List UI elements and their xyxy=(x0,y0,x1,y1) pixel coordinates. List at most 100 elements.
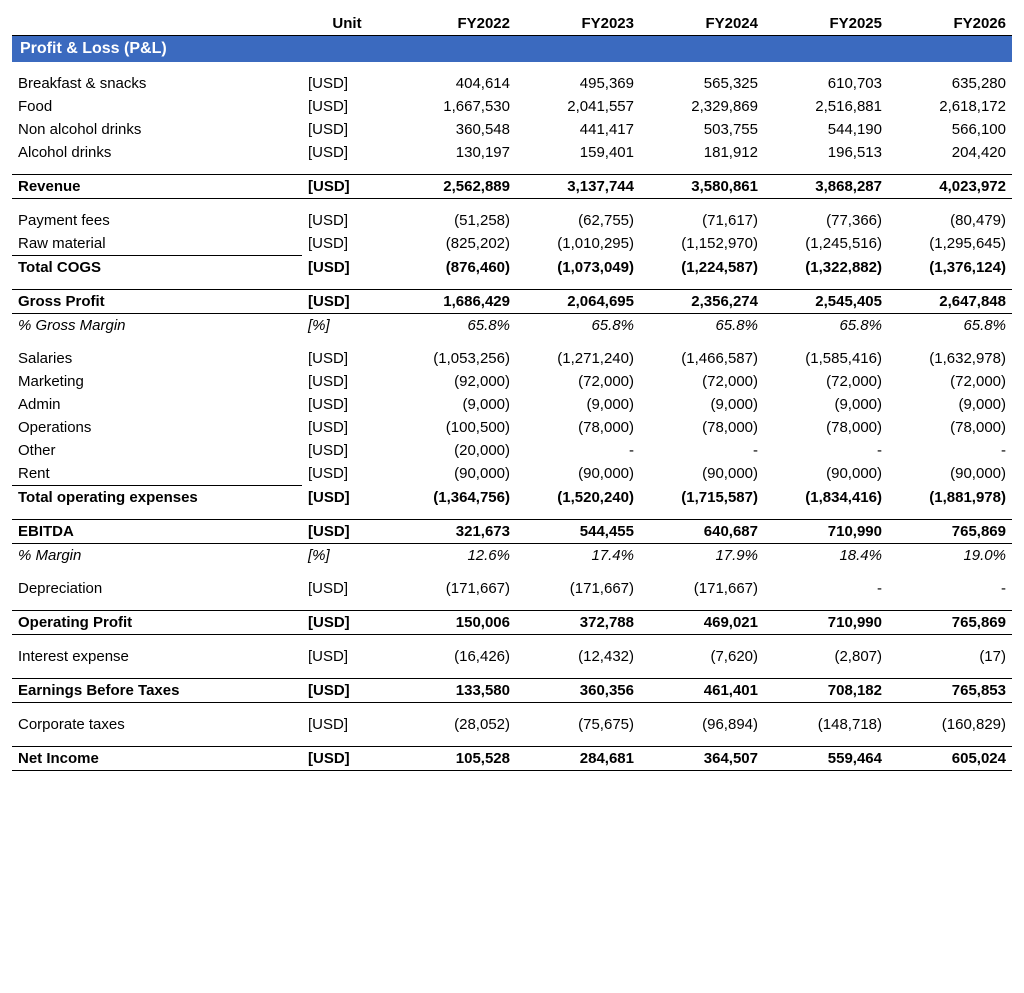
table-row: Depreciation[USD](171,667)(171,667)(171,… xyxy=(12,577,1012,600)
row-value: 544,190 xyxy=(764,118,888,141)
row-value: 284,681 xyxy=(516,747,640,771)
row-value: (78,000) xyxy=(516,416,640,439)
table-row: Salaries[USD](1,053,256)(1,271,240)(1,46… xyxy=(12,347,1012,370)
table-row: Corporate taxes[USD](28,052)(75,675)(96,… xyxy=(12,713,1012,736)
row-value: 2,618,172 xyxy=(888,95,1012,118)
pl-table: . Unit FY2022 FY2023 FY2024 FY2025 FY202… xyxy=(12,12,1012,771)
row-value: (80,479) xyxy=(888,209,1012,232)
row-unit: [USD] xyxy=(302,232,392,256)
row-value: (2,807) xyxy=(764,645,888,668)
row-value: 765,869 xyxy=(888,520,1012,544)
table-row: Marketing[USD](92,000)(72,000)(72,000)(7… xyxy=(12,370,1012,393)
row-value: 130,197 xyxy=(392,141,516,164)
table-row: Net Income[USD]105,528284,681364,507559,… xyxy=(12,747,1012,771)
row-value: (1,245,516) xyxy=(764,232,888,256)
row-value: 2,356,274 xyxy=(640,290,764,314)
col-header-year: FY2025 xyxy=(764,12,888,36)
row-unit: [USD] xyxy=(302,713,392,736)
row-value: (72,000) xyxy=(640,370,764,393)
row-value: - xyxy=(764,439,888,462)
row-unit: [%] xyxy=(302,314,392,338)
spacer-row xyxy=(12,600,1012,611)
row-label: % Margin xyxy=(12,544,302,568)
row-unit: [USD] xyxy=(302,747,392,771)
row-label: EBITDA xyxy=(12,520,302,544)
row-value: 2,545,405 xyxy=(764,290,888,314)
row-value: 1,667,530 xyxy=(392,95,516,118)
row-value: 360,356 xyxy=(516,679,640,703)
row-value: 2,647,848 xyxy=(888,290,1012,314)
row-value: (171,667) xyxy=(392,577,516,600)
row-value: (90,000) xyxy=(640,462,764,486)
row-value: 708,182 xyxy=(764,679,888,703)
row-label: Revenue xyxy=(12,175,302,199)
row-value: (1,466,587) xyxy=(640,347,764,370)
table-row: % Margin[%]12.6%17.4%17.9%18.4%19.0% xyxy=(12,544,1012,568)
row-unit: [USD] xyxy=(302,72,392,95)
row-value: (1,376,124) xyxy=(888,256,1012,280)
table-row: Admin[USD](9,000)(9,000)(9,000)(9,000)(9… xyxy=(12,393,1012,416)
table-row: Other[USD](20,000)---- xyxy=(12,439,1012,462)
row-value: 544,455 xyxy=(516,520,640,544)
row-unit: [USD] xyxy=(302,486,392,510)
row-value: (71,617) xyxy=(640,209,764,232)
col-header-year: FY2023 xyxy=(516,12,640,36)
row-value: (1,224,587) xyxy=(640,256,764,280)
row-value: (1,364,756) xyxy=(392,486,516,510)
row-label: Operations xyxy=(12,416,302,439)
spacer-row xyxy=(12,164,1012,175)
col-header-year: FY2024 xyxy=(640,12,764,36)
spacer-row xyxy=(12,62,1012,72)
row-value: (17) xyxy=(888,645,1012,668)
row-value: 404,614 xyxy=(392,72,516,95)
row-value: 2,516,881 xyxy=(764,95,888,118)
row-value: (148,718) xyxy=(764,713,888,736)
row-value: (1,715,587) xyxy=(640,486,764,510)
row-value: 65.8% xyxy=(640,314,764,338)
row-label: Total operating expenses xyxy=(12,486,302,510)
row-label: Marketing xyxy=(12,370,302,393)
row-value: (51,258) xyxy=(392,209,516,232)
col-header-year: FY2022 xyxy=(392,12,516,36)
row-value: (90,000) xyxy=(888,462,1012,486)
row-label: Alcohol drinks xyxy=(12,141,302,164)
row-value: (78,000) xyxy=(764,416,888,439)
row-label: % Gross Margin xyxy=(12,314,302,338)
row-unit: [USD] xyxy=(302,370,392,393)
row-value: 3,137,744 xyxy=(516,175,640,199)
row-value: 181,912 xyxy=(640,141,764,164)
table-header-row: . Unit FY2022 FY2023 FY2024 FY2025 FY202… xyxy=(12,12,1012,36)
row-unit: [USD] xyxy=(302,209,392,232)
table-row: Rent[USD](90,000)(90,000)(90,000)(90,000… xyxy=(12,462,1012,486)
row-value: (160,829) xyxy=(888,713,1012,736)
row-value: (1,010,295) xyxy=(516,232,640,256)
col-header-year: FY2026 xyxy=(888,12,1012,36)
spacer-row xyxy=(12,668,1012,679)
row-value: 565,325 xyxy=(640,72,764,95)
row-value: (90,000) xyxy=(764,462,888,486)
row-value: (1,295,645) xyxy=(888,232,1012,256)
row-value: 441,417 xyxy=(516,118,640,141)
row-unit: [USD] xyxy=(302,347,392,370)
table-row: Gross Profit[USD]1,686,4292,064,6952,356… xyxy=(12,290,1012,314)
row-value: (1,585,416) xyxy=(764,347,888,370)
row-value: (72,000) xyxy=(516,370,640,393)
row-value: 372,788 xyxy=(516,611,640,635)
row-value: 3,868,287 xyxy=(764,175,888,199)
table-row: Revenue[USD]2,562,8893,137,7443,580,8613… xyxy=(12,175,1012,199)
row-value: (876,460) xyxy=(392,256,516,280)
row-value: (77,366) xyxy=(764,209,888,232)
row-label: Interest expense xyxy=(12,645,302,668)
row-value: (171,667) xyxy=(516,577,640,600)
row-value: (9,000) xyxy=(392,393,516,416)
row-value: (1,152,970) xyxy=(640,232,764,256)
row-value: (12,432) xyxy=(516,645,640,668)
table-row: Food[USD]1,667,5302,041,5572,329,8692,51… xyxy=(12,95,1012,118)
row-value: 640,687 xyxy=(640,520,764,544)
row-value: 765,853 xyxy=(888,679,1012,703)
row-value: (1,053,256) xyxy=(392,347,516,370)
row-unit: [USD] xyxy=(302,611,392,635)
row-unit: [USD] xyxy=(302,439,392,462)
row-label: Other xyxy=(12,439,302,462)
row-label: Non alcohol drinks xyxy=(12,118,302,141)
